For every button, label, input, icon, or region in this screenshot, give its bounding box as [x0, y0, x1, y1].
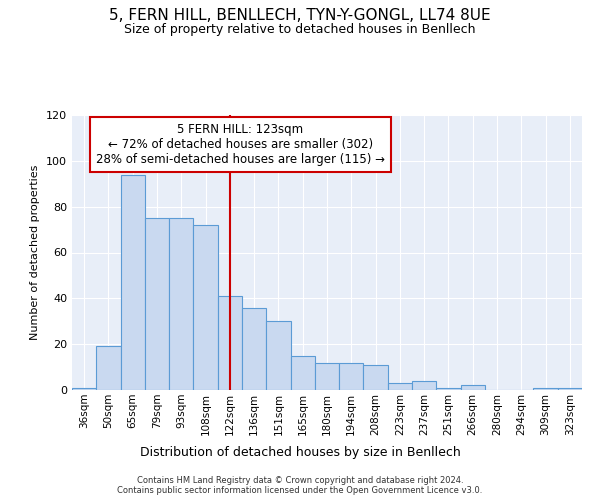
Text: Size of property relative to detached houses in Benllech: Size of property relative to detached ho… [124, 22, 476, 36]
Bar [290, 356, 315, 390]
Bar [72, 388, 96, 390]
Text: Distribution of detached houses by size in Benllech: Distribution of detached houses by size … [140, 446, 460, 459]
Bar [533, 388, 558, 390]
Bar [218, 296, 242, 390]
Bar [242, 308, 266, 390]
Bar [145, 218, 169, 390]
Bar [461, 386, 485, 390]
Bar [121, 174, 145, 390]
Bar [436, 388, 461, 390]
Bar [364, 365, 388, 390]
Bar [193, 225, 218, 390]
Bar [412, 381, 436, 390]
Bar [339, 362, 364, 390]
Bar [558, 388, 582, 390]
Text: 5 FERN HILL: 123sqm
← 72% of detached houses are smaller (302)
28% of semi-detac: 5 FERN HILL: 123sqm ← 72% of detached ho… [96, 123, 385, 166]
Bar [169, 218, 193, 390]
Bar [266, 322, 290, 390]
Text: 5, FERN HILL, BENLLECH, TYN-Y-GONGL, LL74 8UE: 5, FERN HILL, BENLLECH, TYN-Y-GONGL, LL7… [109, 8, 491, 22]
Bar [96, 346, 121, 390]
Bar [388, 383, 412, 390]
Bar [315, 362, 339, 390]
Y-axis label: Number of detached properties: Number of detached properties [31, 165, 40, 340]
Text: Contains HM Land Registry data © Crown copyright and database right 2024.
Contai: Contains HM Land Registry data © Crown c… [118, 476, 482, 495]
